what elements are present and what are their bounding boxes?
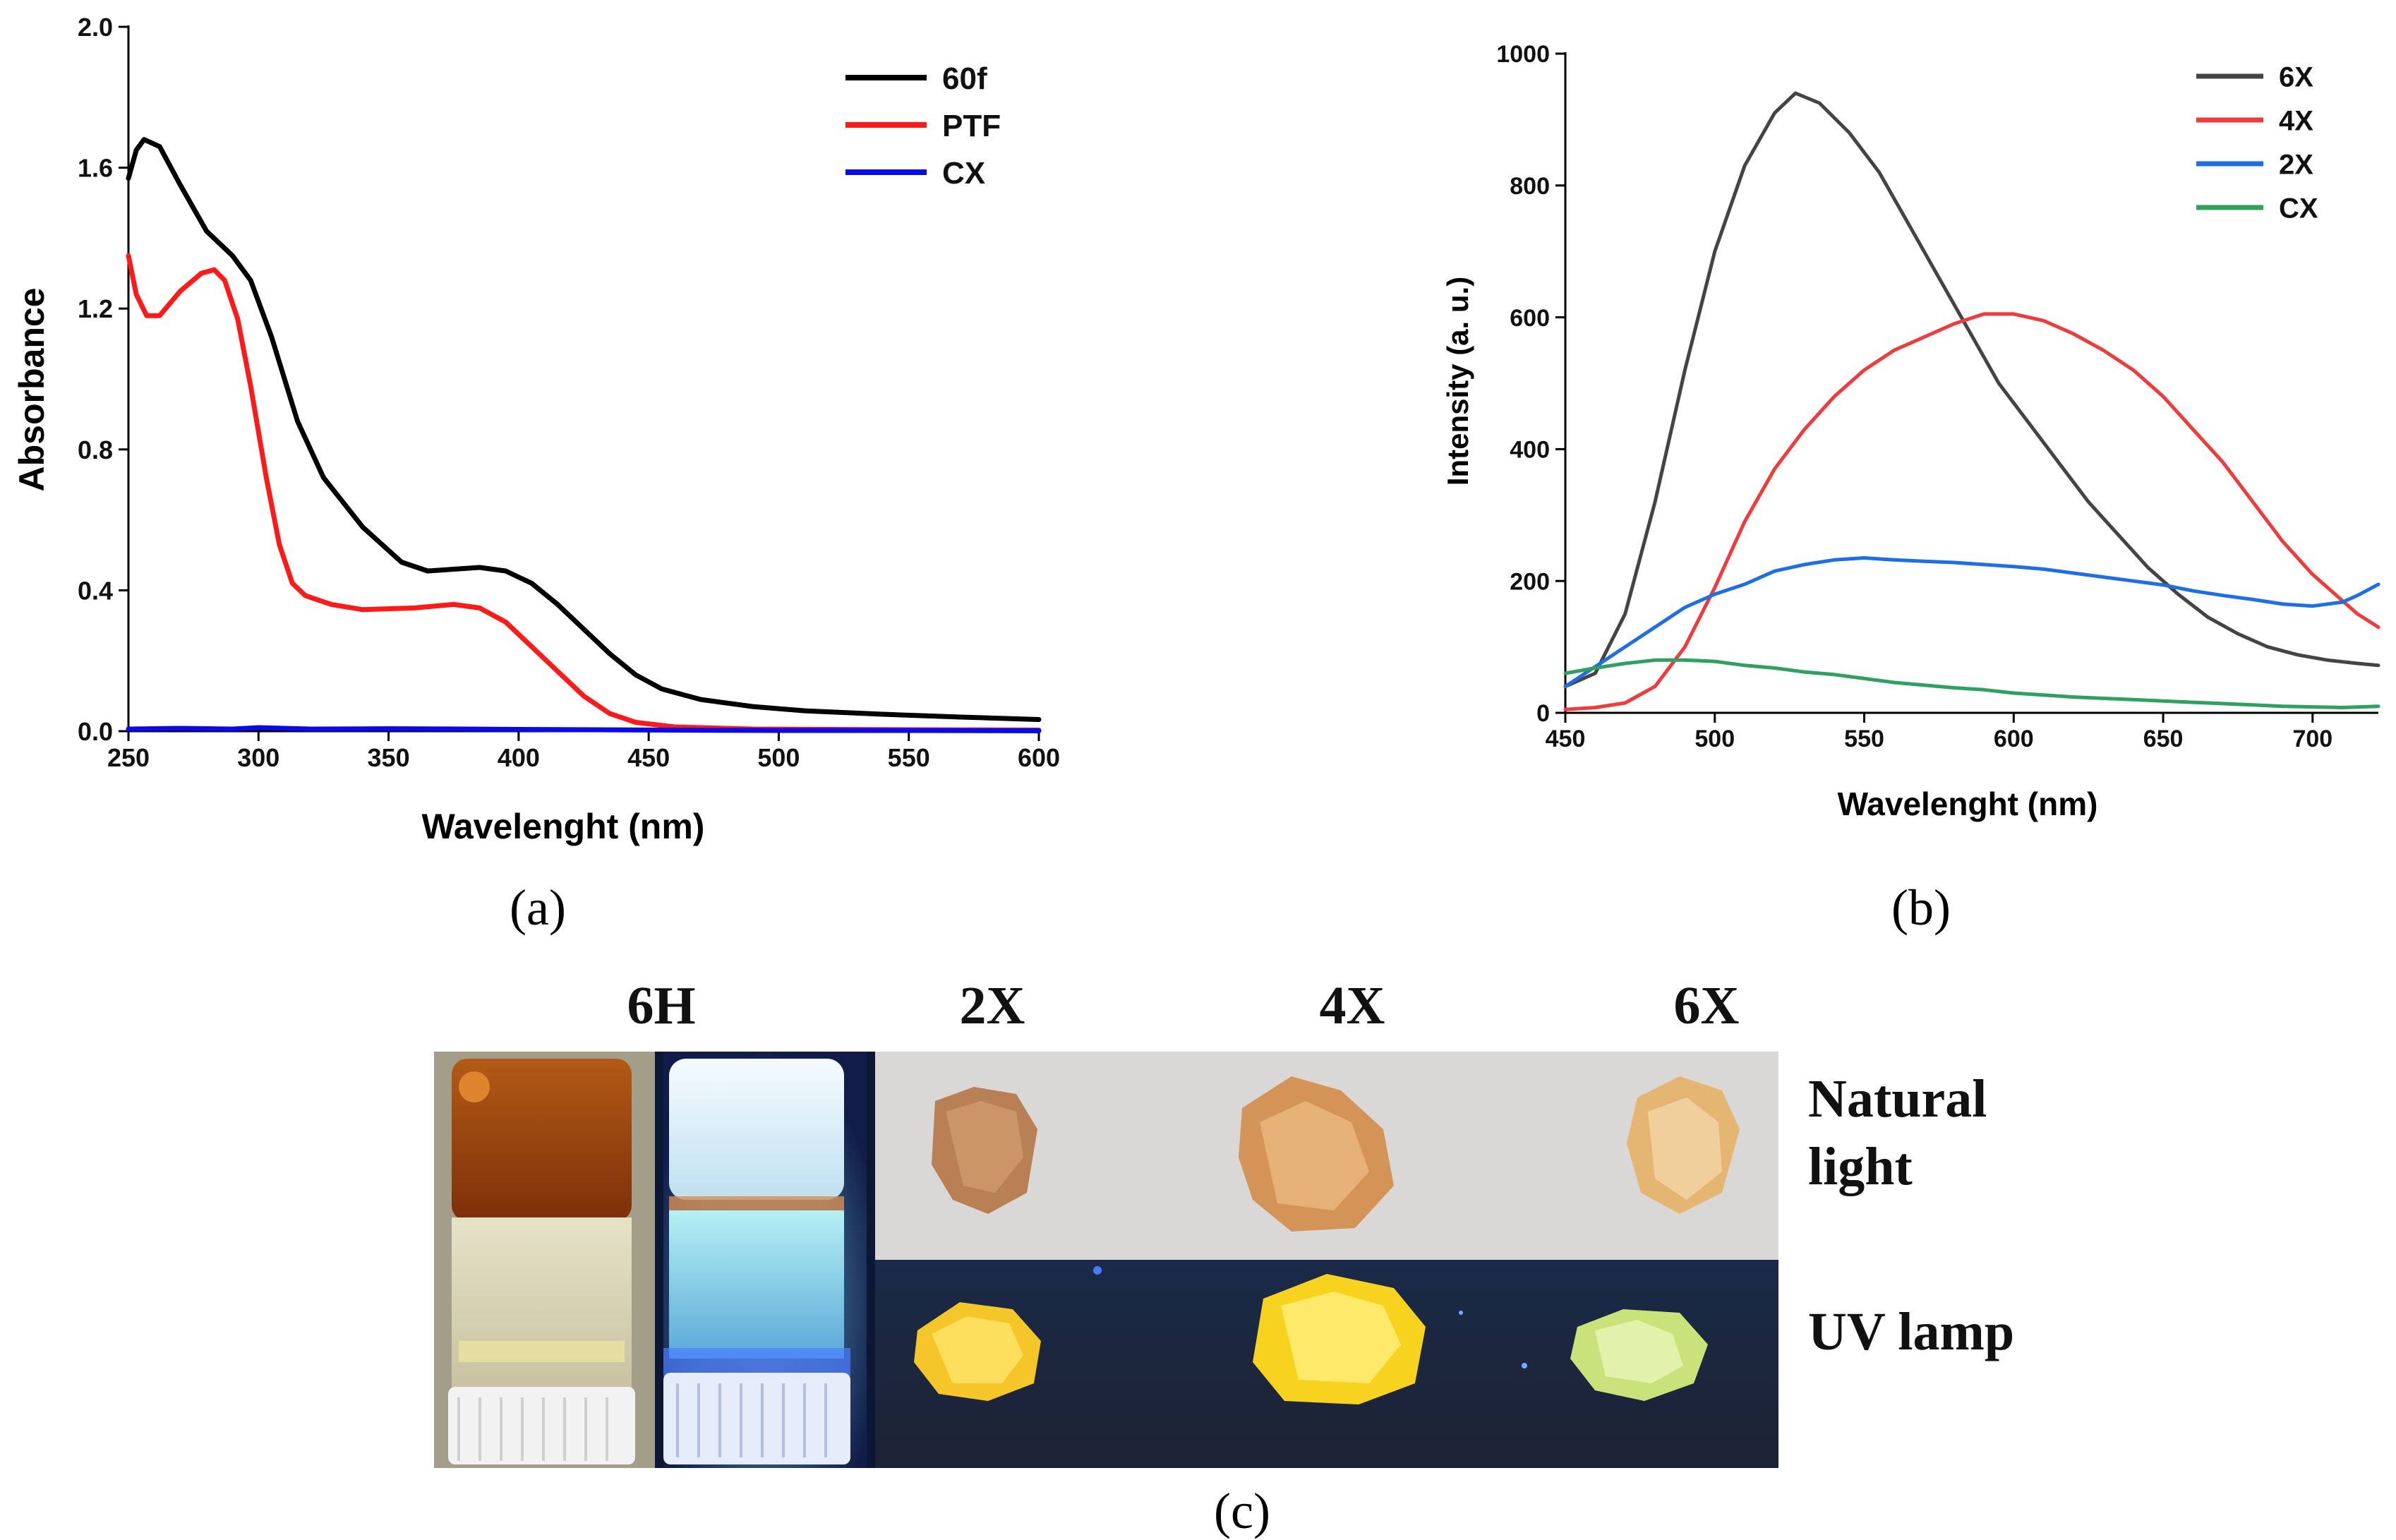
emission-chart: 450 500 550 600 650 700 0 200 400 600 800 1000 6X 4X…: [1441, 41, 2380, 822]
emission-y-tick-label: 0: [1536, 700, 1550, 727]
absorbance-y-tick-label: 2.0: [78, 13, 113, 42]
emission-x-tick-label: 700: [2292, 726, 2332, 752]
emission-legend-label-4x: 4X: [2279, 105, 2313, 136]
absorbance-y-axis-title: Absorbance: [12, 288, 52, 492]
emission-series-cx: [1563, 658, 2380, 709]
absorbance-x-tick-label: 450: [627, 743, 670, 772]
absorbance-x-tick-label: 550: [888, 743, 930, 772]
emission-y-axis-title: Intensity (a. u.): [1441, 277, 1474, 486]
row-label-uv-lamp: UV lamp: [1808, 1302, 2014, 1361]
absorbance-series-ptf: [126, 253, 1042, 733]
emission-x-tick-label: 650: [2143, 726, 2184, 752]
emission-legend-label-cx: CX: [2279, 193, 2318, 224]
emission-y-tick-label: 800: [1510, 173, 1550, 200]
absorbance-x-tick-label: 250: [107, 743, 150, 772]
absorbance-x-axis-title: Wavelenght (nm): [422, 807, 705, 846]
emission-series-2x: [1563, 556, 2380, 689]
photo-col-label-4x: 4X: [1320, 976, 1385, 1035]
absorbance-legend-label-60f: 60f: [942, 61, 987, 96]
samples-uv-lamp-photo: [875, 1260, 1778, 1468]
emission-series-group: [1563, 91, 2380, 711]
absorbance-x-tick-label: 350: [368, 743, 410, 772]
absorbance-legend-label-ptf: PTF: [942, 109, 1001, 143]
absorbance-axes: 250 300 350 400 450 500 550 600 0.0 0.4 0.8 1.2 1.6 2…: [78, 13, 1060, 772]
absorbance-series-60f: [126, 137, 1042, 722]
row-label-light: light: [1808, 1137, 1913, 1196]
panel-label-c: (c): [1214, 1483, 1270, 1539]
absorbance-legend-label-cx: CX: [942, 156, 985, 191]
jar-photo-uv: [655, 1052, 875, 1468]
emission-x-tick-label: 600: [1994, 726, 2034, 752]
emission-x-tick-label: 450: [1546, 726, 1586, 752]
absorbance-y-tick-label: 1.2: [78, 294, 113, 323]
emission-y-tick-label: 1000: [1496, 41, 1550, 68]
absorbance-series-group: [126, 137, 1042, 733]
panel-label-b: (b): [1891, 879, 1951, 936]
absorbance-x-tick-label: 300: [237, 743, 279, 772]
photo-col-label-2x: 2X: [960, 976, 1025, 1035]
emission-y-tick-label: 600: [1510, 305, 1550, 332]
emission-axes: 450 500 550 600 650 700 0 200 400 600 800 1000: [1496, 41, 2378, 752]
emission-legend-label-6x: 6X: [2279, 61, 2313, 92]
photo-col-label-6x: 6X: [1674, 976, 1740, 1035]
emission-x-axis-title: Wavelenght (nm): [1838, 786, 2098, 822]
emission-legend: 6X 4X 2X CX: [2196, 61, 2318, 224]
jar-photo-natural: [434, 1052, 655, 1468]
absorbance-x-tick-label: 500: [757, 743, 800, 772]
absorbance-chart: 250 300 350 400 450 500 550 600 0.0 0.4 0.8 1.2 1.6 2…: [12, 13, 1060, 846]
absorbance-y-tick-label: 1.6: [78, 154, 113, 183]
samples-natural-light-photo: [875, 1052, 1778, 1260]
photo-col-label-6h: 6H: [627, 976, 695, 1035]
absorbance-series-cx: [126, 725, 1042, 733]
absorbance-x-tick-label: 600: [1018, 743, 1060, 772]
emission-series-4x: [1563, 312, 2380, 711]
emission-series-6x: [1563, 91, 2380, 689]
emission-x-tick-label: 500: [1694, 726, 1735, 752]
row-label-natural: Natural: [1808, 1069, 1987, 1129]
emission-y-tick-label: 400: [1510, 437, 1550, 464]
absorbance-y-tick-label: 0.4: [78, 576, 113, 605]
absorbance-x-tick-label: 400: [498, 743, 540, 772]
absorbance-y-tick-label: 0.0: [78, 717, 113, 746]
photo-panel: 6H 2X 4X 6X: [434, 976, 2014, 1468]
emission-legend-label-2x: 2X: [2279, 149, 2313, 180]
absorbance-legend: 60f PTF CX: [845, 61, 1001, 191]
emission-x-tick-label: 550: [1844, 726, 1884, 752]
emission-y-tick-label: 200: [1510, 568, 1550, 595]
absorbance-y-tick-label: 0.8: [78, 435, 113, 464]
panel-label-a: (a): [510, 879, 566, 936]
